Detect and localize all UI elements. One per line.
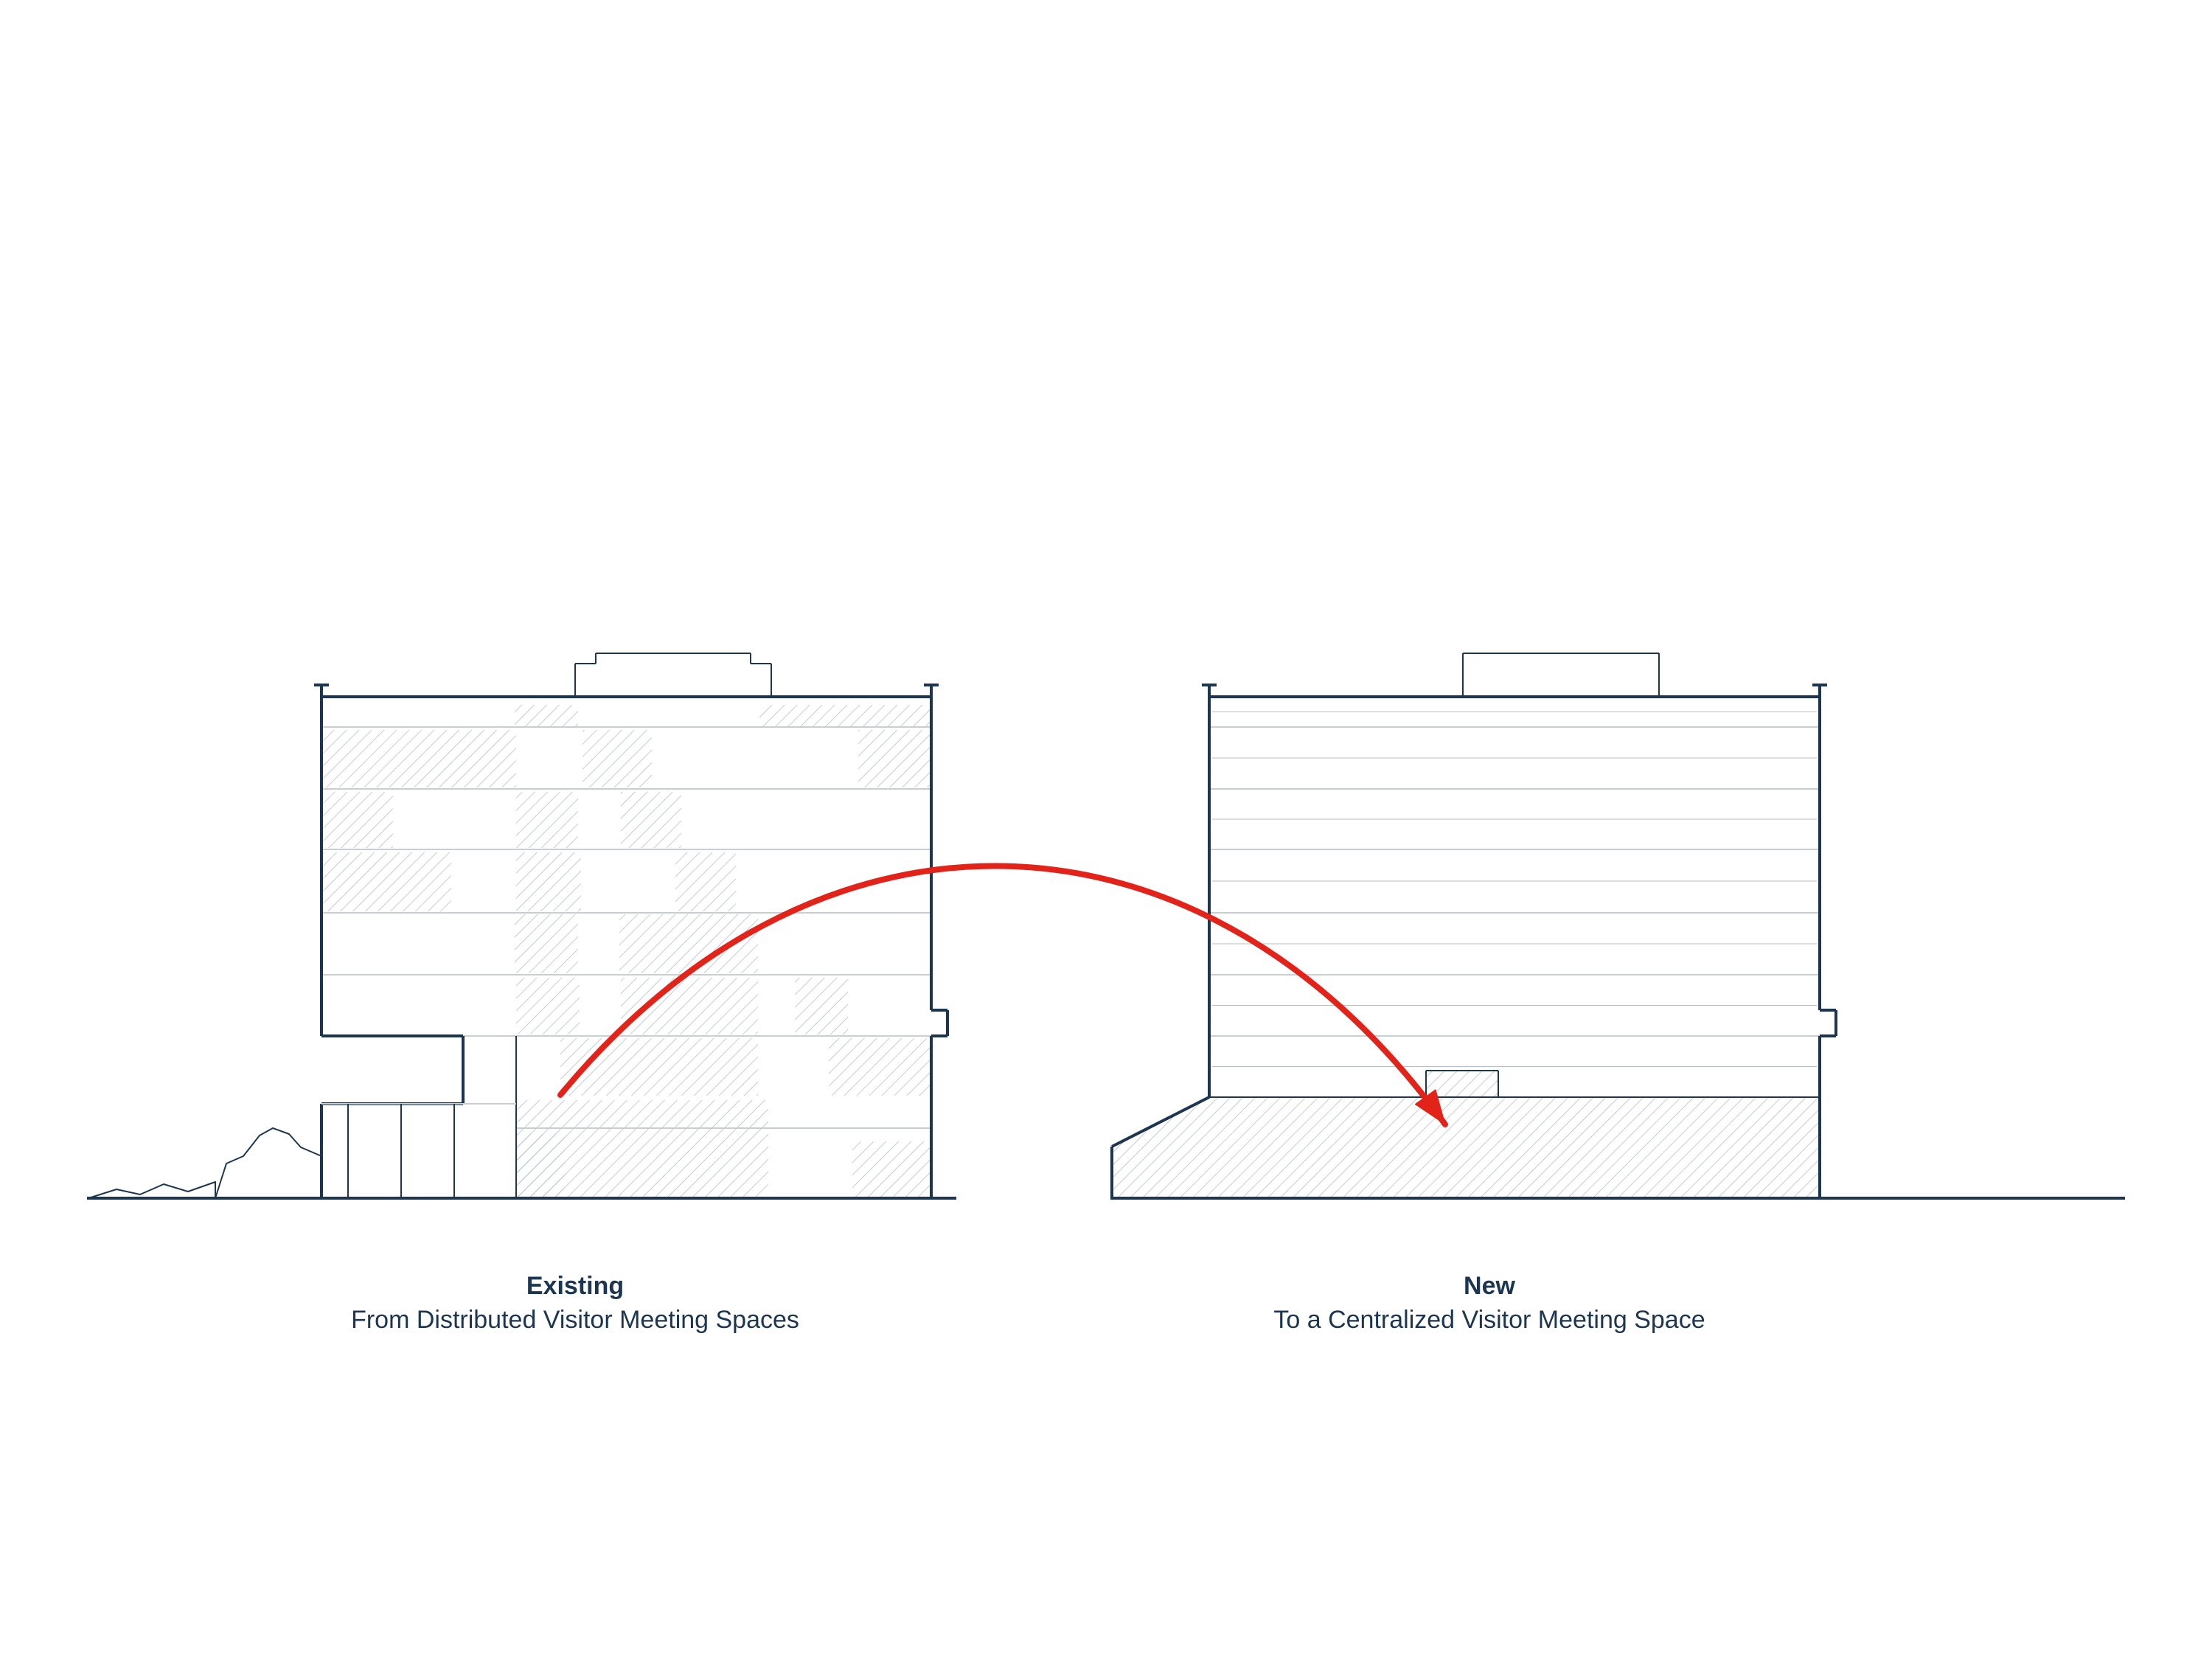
label-left-title: Existing [526,1270,624,1304]
diagram-svg [0,0,2212,1659]
label-right-title: New [1464,1270,1515,1304]
label-left: Existing From Distributed Visitor Meetin… [280,1270,870,1338]
label-left-sub: From Distributed Visitor Meeting Spaces [351,1304,799,1338]
label-right: New To a Centralized Visitor Meeting Spa… [1194,1270,1784,1338]
diagram-page: Existing From Distributed Visitor Meetin… [0,0,2212,1659]
label-right-sub: To a Centralized Visitor Meeting Space [1273,1304,1705,1338]
